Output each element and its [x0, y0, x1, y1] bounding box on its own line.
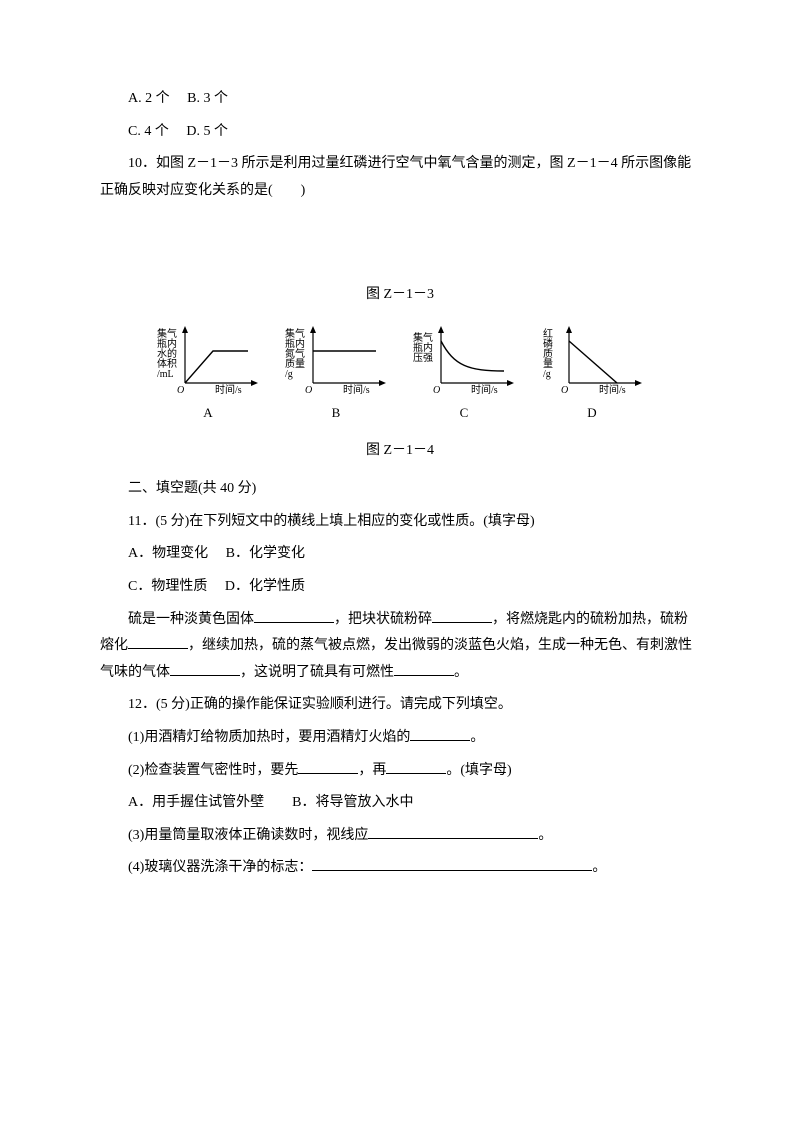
q10-charts-row: 集气 瓶内 水的 体积 /mL O 时间/s A 集气 瓶内 氮气 质量 /g … [100, 321, 700, 426]
chart-a-svg: 集气 瓶内 水的 体积 /mL O 时间/s [153, 321, 263, 399]
q10-fig1-caption: 图 Z－1－3 [100, 282, 700, 309]
chart-d-option: D [587, 401, 596, 426]
q11-opt-b: B．化学变化 [226, 546, 305, 561]
q12-p3: (3)用量筒量取液体正确读数时，视线应 。 [100, 823, 700, 850]
svg-text:时间/s: 时间/s [215, 383, 242, 396]
q11-blank-4[interactable] [170, 660, 240, 675]
q11-body-2: ，把块状硫粉碎 [334, 612, 432, 627]
q11-blank-1[interactable] [254, 607, 334, 622]
q11-blank-2[interactable] [432, 607, 492, 622]
q12-p1-blank[interactable] [410, 726, 470, 741]
chart-a-block: 集气 瓶内 水的 体积 /mL O 时间/s A [153, 321, 263, 426]
q9-option-b: B. 3 个 [187, 91, 228, 106]
q12-p2-b: 。(填字母) [446, 763, 511, 778]
chart-d-block: 红 磷 质 量 /g O 时间/s D [537, 321, 647, 426]
q9-option-d: D. 5 个 [186, 124, 228, 139]
q12-p4: (4)玻璃仪器洗涤干净的标志： 。 [100, 855, 700, 882]
svg-text:O: O [561, 385, 568, 396]
chart-c-svg: 集气 瓶内 压强 O 时间/s [409, 321, 519, 399]
q12-p2-blank-a[interactable] [298, 758, 358, 773]
q12-lead: 12．(5 分)正确的操作能保证实验顺利进行。请完成下列填空。 [100, 692, 700, 719]
chart-c-block: 集气 瓶内 压强 O 时间/s C [409, 321, 519, 426]
q12-p2-blank-b[interactable] [386, 758, 446, 773]
q12-p1: (1)用酒精灯给物质加热时，要用酒精灯火焰的 。 [100, 725, 700, 752]
chart-b-block: 集气 瓶内 氮气 质量 /g O 时间/s B [281, 321, 391, 426]
svg-text:时间/s: 时间/s [343, 383, 370, 396]
q12-p4-blank[interactable] [312, 856, 592, 871]
q11-blank-3[interactable] [128, 634, 188, 649]
q12-p3-blank[interactable] [368, 823, 538, 838]
svg-text:压强: 压强 [413, 352, 433, 364]
q11-opt-a: A．物理变化 [128, 546, 208, 561]
q12-p2-mid: ，再 [358, 763, 386, 778]
section2-heading: 二、填空题(共 40 分) [100, 476, 700, 503]
chart-b-option: B [332, 401, 341, 426]
q11-opt-c: C．物理性质 [128, 579, 207, 594]
q11-lead: 11．(5 分)在下列短文中的横线上填上相应的变化或性质。(填字母) [100, 509, 700, 536]
q9-options-line1: A. 2 个 B. 3 个 [100, 86, 700, 113]
q11-body-5: ，这说明了硫具有可燃性 [240, 665, 394, 680]
q12-p2-opts: A．用手握住试管外壁 B．将导管放入水中 [100, 790, 700, 817]
svg-text:时间/s: 时间/s [471, 383, 498, 396]
q12-p1-b: 。 [470, 730, 484, 745]
q11-opt-d: D．化学性质 [225, 579, 305, 594]
q9-options-line2: C. 4 个 D. 5 个 [100, 119, 700, 146]
q11-body: 硫是一种淡黄色固体，把块状硫粉碎，将燃烧匙内的硫粉加热，硫粉熔化，继续加热，硫的… [100, 607, 700, 687]
svg-text:O: O [305, 385, 312, 396]
q12-p4-b: 。 [592, 860, 606, 875]
svg-text:O: O [433, 385, 440, 396]
chart-a-option: A [203, 401, 212, 426]
q12-p1-a: (1)用酒精灯给物质加热时，要用酒精灯火焰的 [128, 730, 410, 745]
q10-fig2-caption: 图 Z－1－4 [100, 438, 700, 465]
q11-opts-line2: C．物理性质 D．化学性质 [100, 574, 700, 601]
q12-p3-a: (3)用量筒量取液体正确读数时，视线应 [128, 828, 368, 843]
q9-option-a: A. 2 个 [128, 91, 170, 106]
svg-text:时间/s: 时间/s [599, 383, 626, 396]
q12-p2-a: (2)检查装置气密性时，要先 [128, 763, 298, 778]
svg-text:/g: /g [285, 369, 293, 380]
chart-b-svg: 集气 瓶内 氮气 质量 /g O 时间/s [281, 321, 391, 399]
svg-text:/mL: /mL [157, 369, 174, 380]
q9-option-c: C. 4 个 [128, 124, 169, 139]
chart-c-option: C [460, 401, 469, 426]
svg-text:/g: /g [543, 369, 551, 380]
q12-p3-b: 。 [538, 828, 552, 843]
q11-body-1: 硫是一种淡黄色固体 [128, 612, 254, 627]
q11-body-6: 。 [454, 665, 468, 680]
svg-text:O: O [177, 385, 184, 396]
chart-d-svg: 红 磷 质 量 /g O 时间/s [537, 321, 647, 399]
q12-p2: (2)检查装置气密性时，要先 ，再 。(填字母) [100, 758, 700, 785]
q11-blank-5[interactable] [394, 660, 454, 675]
q11-opts-line1: A．物理变化 B．化学变化 [100, 541, 700, 568]
q12-p4-a: (4)玻璃仪器洗涤干净的标志： [128, 860, 312, 875]
q10-text: 10．如图 Z－1－3 所示是利用过量红磷进行空气中氧气含量的测定，图 Z－1－… [100, 151, 700, 204]
